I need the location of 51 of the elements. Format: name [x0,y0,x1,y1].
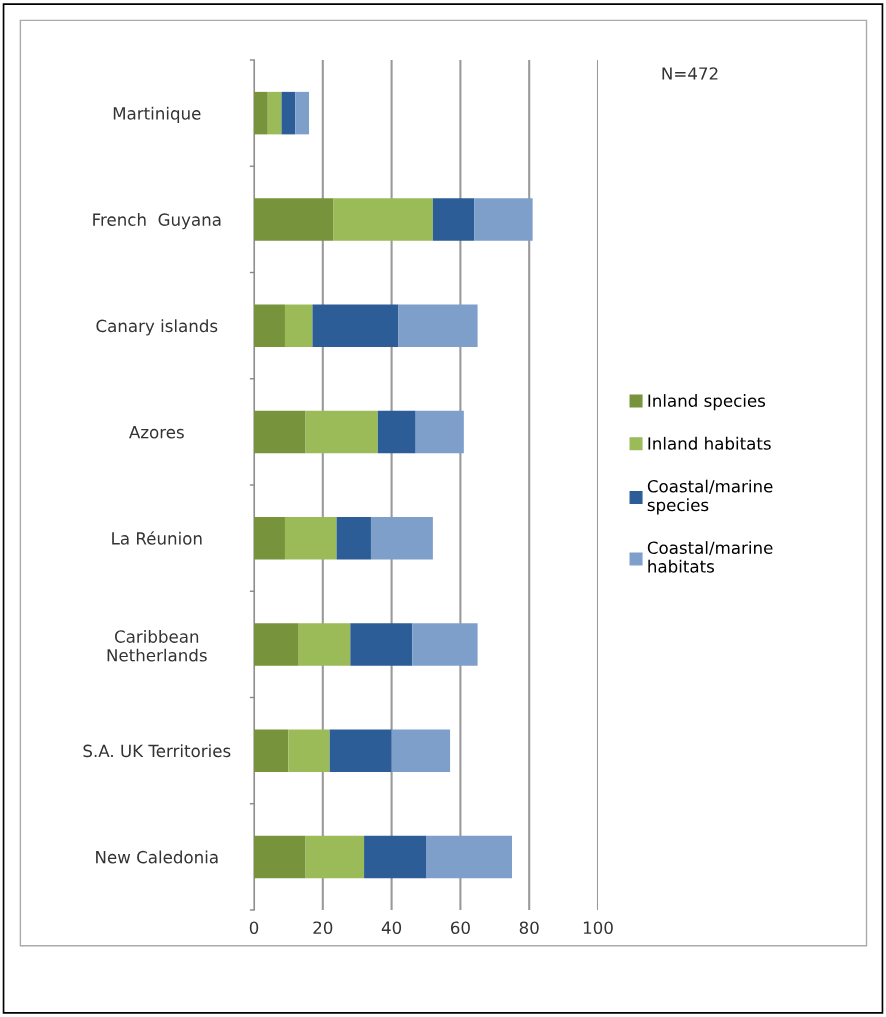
y-tick-label: S.A. UK Territories [83,744,231,758]
x-tick-label: 40 [381,921,402,935]
bar [305,835,365,879]
bar [391,729,451,772]
bar [295,91,310,135]
bar [254,198,334,241]
bar [254,835,306,879]
legend-label: Inland species [648,394,766,411]
bar [254,516,285,560]
bar [254,410,306,454]
y-tick-label: Caribbean Netherlands [107,629,207,662]
bar [254,729,289,772]
legend-label: Inland habitats [648,436,771,450]
y-tick-label: French Guyana [93,213,221,230]
bar [398,304,478,347]
bar [432,198,475,241]
y-tick-label: Martinique [113,106,201,123]
bar [364,835,426,879]
bar [298,623,351,666]
x-tick-label: 60 [450,921,470,935]
bar [370,516,433,560]
bar [329,729,392,772]
bar [254,623,299,666]
bar [333,198,433,241]
legend-label: Coastal/marine species [647,479,773,515]
bar [474,198,533,241]
y-tick-label: New Caledonia [96,850,218,864]
bar [305,410,378,454]
bar [254,304,285,347]
bar [412,623,478,666]
bar [284,516,337,560]
x-tick-label: 20 [313,921,333,935]
bar [284,304,313,347]
x-tick-label: 80 [519,921,539,935]
bar [350,623,413,666]
bar [312,304,399,347]
x-tick-label: 0 [249,921,259,935]
bar [426,835,512,879]
bar [415,410,464,454]
bar [336,516,371,560]
bar [281,91,296,135]
y-tick-label: Azores [129,426,184,439]
bar [377,410,416,454]
y-tick-label: La Réunion [112,531,202,545]
x-tick-label: 100 [583,921,613,935]
bar [267,91,282,135]
bar [288,729,330,772]
text: N=472 [662,67,718,80]
bar [254,91,268,135]
legend-label: Coastal/marine habitats [647,541,773,573]
y-tick-label: Canary islands [96,319,218,336]
